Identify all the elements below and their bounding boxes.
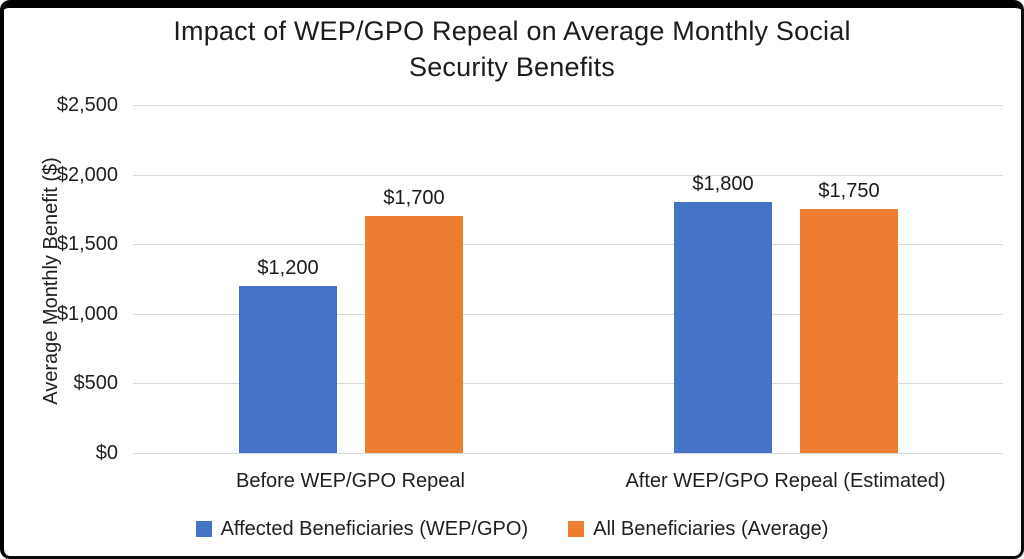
chart-title-line1: Impact of WEP/GPO Repeal on Average Mont… [173,16,851,46]
x-axis-labels: Before WEP/GPO Repeal After WEP/GPO Repea… [133,467,1003,495]
bar-value-label: $1,800 [692,173,754,195]
y-tick-label: $1,000 [56,303,118,325]
gridline [133,244,1003,245]
bar-all-cat2 [800,209,898,453]
legend-swatch-icon [195,521,212,537]
y-tick-label: $0 [95,442,118,464]
gridline [133,314,1003,315]
y-tick-label: $2,000 [56,164,118,186]
legend: Affected Beneficiaries (WEP/GPO) All Bene… [0,514,1024,544]
x-category-label: After WEP/GPO Repeal (Estimated) [625,470,946,492]
legend-label: Affected Beneficiaries (WEP/GPO) [220,517,529,540]
legend-item: All Beneficiaries (Average) [568,518,828,541]
chart-title: Impact of WEP/GPO Repeal on Average Mont… [0,13,1024,85]
bar-value-label: $1,700 [383,187,445,209]
bar-value-label: $1,750 [818,180,880,202]
y-tick-label: $1,500 [56,233,118,255]
bar-affected-cat2 [674,202,772,453]
y-tick-label: $500 [73,372,119,394]
gridline [133,105,1003,106]
gridline [133,175,1003,176]
y-axis-ticks: $0 $500 $1,000 $1,500 $2,000 $2,500 [0,0,118,559]
legend-swatch-icon [568,521,585,537]
x-category-label: Before WEP/GPO Repeal [236,470,465,492]
bar-value-label: $1,200 [257,257,319,279]
bar-affected-cat1 [239,286,337,453]
plot-area: $1,200 $1,700 $1,800 $1,750 [133,105,1003,454]
bar-all-cat1 [365,216,463,453]
chart-title-line2: Security Benefits [409,52,615,82]
legend-label: All Beneficiaries (Average) [593,517,829,540]
y-tick-label: $2,500 [56,94,118,116]
gridline [133,383,1003,384]
legend-item: Affected Beneficiaries (WEP/GPO) [195,517,529,541]
gridline [133,453,1003,454]
